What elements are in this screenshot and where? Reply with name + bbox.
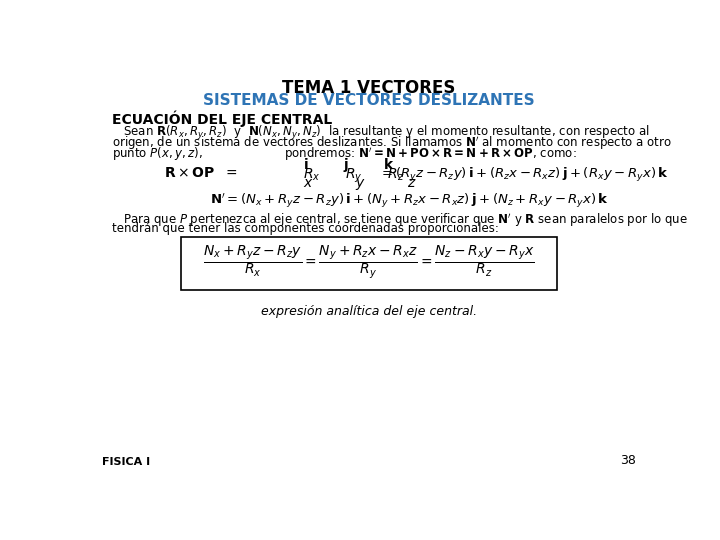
Text: tendrán que tener las componentes coordenadas proporcionales:: tendrán que tener las componentes coorde… — [112, 222, 498, 235]
Text: $R_x$      $R_y$      $R_z$: $R_x$ $R_y$ $R_z$ — [303, 166, 405, 185]
Text: expresión analítica del eje central.: expresión analítica del eje central. — [261, 305, 477, 318]
Text: $\dfrac{N_x + R_y z - R_z y}{R_x} = \dfrac{N_y + R_z x - R_x z}{R_y} = \dfrac{N_: $\dfrac{N_x + R_y z - R_z y}{R_x} = \dfr… — [203, 244, 535, 281]
Text: $x$          $y$          $z$: $x$ $y$ $z$ — [303, 177, 418, 192]
Text: SISTEMAS DE VECTORES DESLIZANTES: SISTEMAS DE VECTORES DESLIZANTES — [203, 93, 535, 109]
Text: $= (R_y z - R_z y)\,\mathbf{i} + (R_z x - R_x z)\,\mathbf{j} + (R_x y - R_y x)\,: $= (R_y z - R_z y)\,\mathbf{i} + (R_z x … — [379, 166, 669, 185]
Text: Para que $P$ pertenezca al eje central, se tiene que verificar que $\mathbf{N'}$: Para que $P$ pertenezca al eje central, … — [112, 211, 688, 228]
Text: ECUACIÓN DEL EJE CENTRAL: ECUACIÓN DEL EJE CENTRAL — [112, 110, 332, 127]
Text: origen, de un sistema de vectores deslizantes. Si llamamos $\mathbf{N'}$ al mome: origen, de un sistema de vectores desliz… — [112, 135, 672, 152]
Text: $\mathbf{i}$        $\mathbf{j}$        $\mathbf{k}$: $\mathbf{i}$ $\mathbf{j}$ $\mathbf{k}$ — [303, 156, 395, 174]
Text: 38: 38 — [621, 454, 636, 467]
Text: punto $P(x, y, z)$,                      pondremos: $\mathbf{N' = N + PO \times : punto $P(x, y, z)$, pondremos: $\mathbf{… — [112, 146, 577, 163]
Text: Sean $\mathbf{R}(R_x, R_y, R_z)$  y  $\mathbf{N}(N_x, N_y, N_z)$  la resultante : Sean $\mathbf{R}(R_x, R_y, R_z)$ y $\mat… — [112, 124, 649, 142]
Text: $\mathbf{N'} = (N_x + R_y z - R_z y)\,\mathbf{i} + (N_y + R_z x - R_x z)\,\mathb: $\mathbf{N'} = (N_x + R_y z - R_z y)\,\m… — [210, 191, 609, 210]
FancyBboxPatch shape — [181, 237, 557, 291]
Text: TEMA 1 VECTORES: TEMA 1 VECTORES — [282, 79, 456, 97]
Text: FISICA I: FISICA I — [102, 457, 150, 467]
Text: $\mathbf{R} \times \mathbf{OP}$  $=$: $\mathbf{R} \times \mathbf{OP}$ $=$ — [163, 166, 237, 180]
